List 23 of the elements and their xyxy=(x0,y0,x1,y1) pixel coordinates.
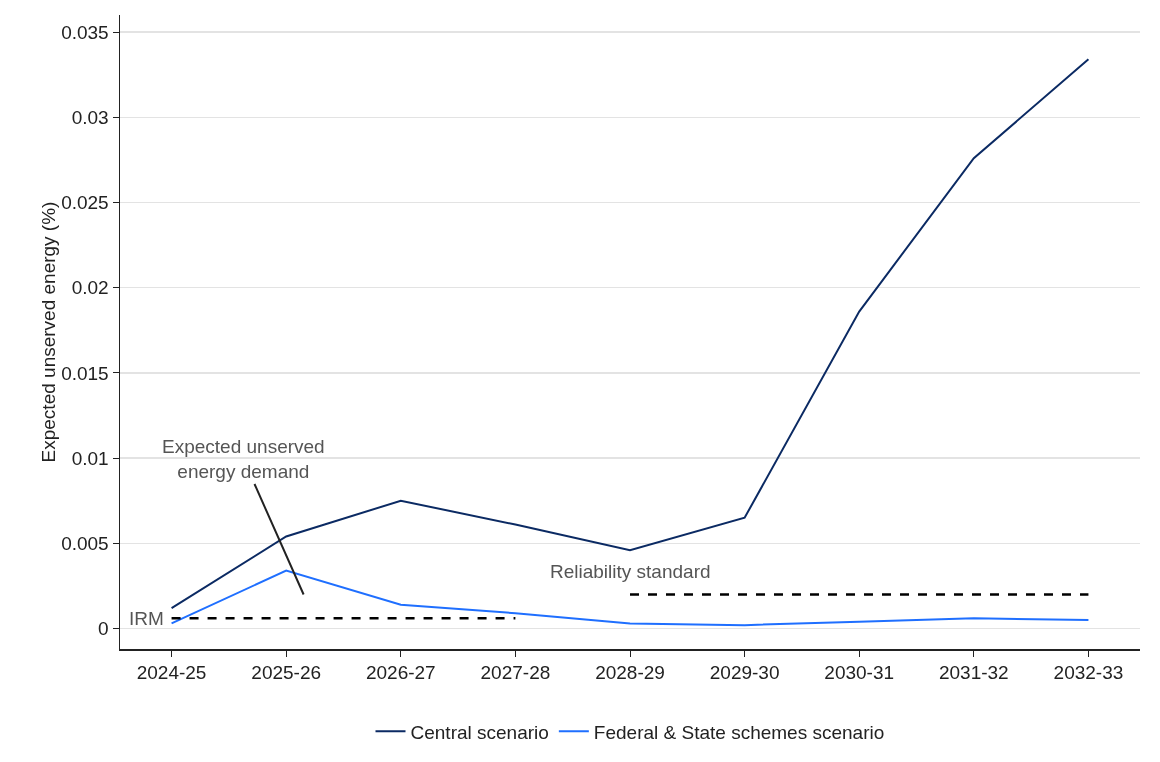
y-tick-label: 0.035 xyxy=(61,21,109,43)
annotation: Expected unserved energy demand xyxy=(162,436,325,482)
legend-label: Federal & State schemes scenario xyxy=(593,721,885,743)
series-label: IRM xyxy=(129,608,164,629)
x-tick-label: 2027-28 xyxy=(480,662,551,684)
x-tick-label: 2028-29 xyxy=(595,662,665,684)
x-tick-label: 2030-31 xyxy=(824,662,895,684)
y-tick-label: 0.01 xyxy=(71,447,109,469)
x-tick-label: 2032-33 xyxy=(1053,662,1124,684)
y-tick-label: 0.03 xyxy=(71,106,109,128)
y-axis-title: Expected unserved energy (%) xyxy=(38,201,60,463)
series-label: Reliability standard xyxy=(550,561,711,582)
x-tick-label: 2026-27 xyxy=(365,662,436,684)
x-tick-label: 2031-32 xyxy=(938,662,1009,684)
y-tick-label: 0.02 xyxy=(71,277,109,299)
y-tick-label: 0 xyxy=(98,618,109,640)
x-tick-label: 2025-26 xyxy=(251,662,322,684)
x-tick-label: 2029-30 xyxy=(709,662,780,684)
y-tick-label: 0.015 xyxy=(61,362,109,384)
y-tick-label: 0.005 xyxy=(61,532,109,554)
x-tick-label: 2024-25 xyxy=(136,662,207,684)
legend-label: Central scenario xyxy=(410,721,549,743)
y-tick-label: 0.025 xyxy=(61,192,109,214)
